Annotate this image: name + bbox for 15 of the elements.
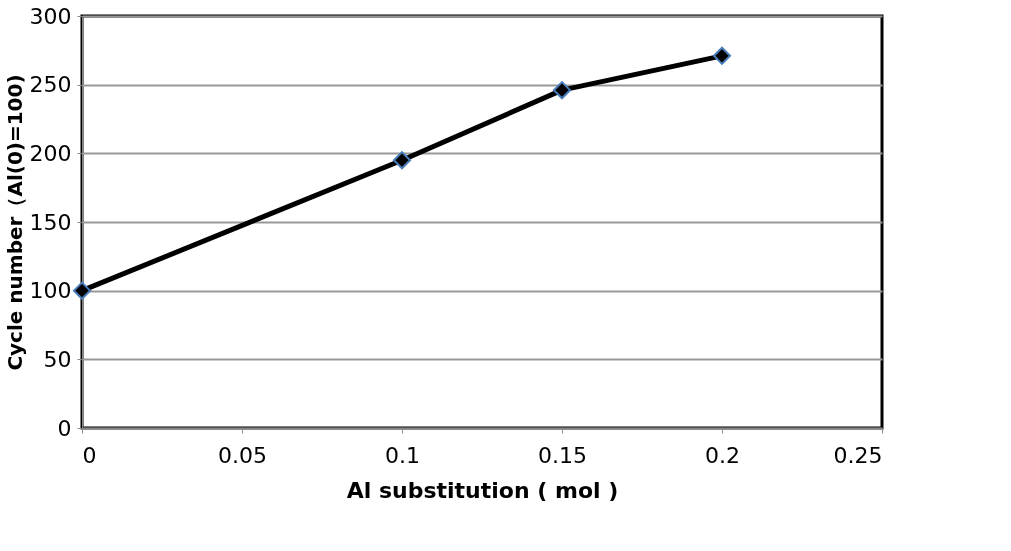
x-tick-label: 0.05 <box>218 442 267 468</box>
y-tick-label: 0 <box>57 415 72 441</box>
x-axis-title: Al substitution ( mol ) <box>346 477 619 503</box>
x-tick-label: 0.2 <box>705 442 740 468</box>
y-tick-label: 200 <box>29 140 72 166</box>
x-tick-label: 0.1 <box>385 442 420 468</box>
y-tick-label: 250 <box>29 72 72 98</box>
y-tick-label: 50 <box>43 346 72 372</box>
y-tick-label: 150 <box>29 209 72 235</box>
y-axis-title: Cycle number（Al(0)=100) <box>2 74 27 371</box>
x-tick-label: 0 <box>82 442 97 468</box>
x-tick-label: 0.25 <box>833 442 883 468</box>
y-tick-label: 100 <box>29 278 72 304</box>
y-tick-label: 300 <box>29 3 72 29</box>
x-tick-label: 0.15 <box>538 442 587 468</box>
